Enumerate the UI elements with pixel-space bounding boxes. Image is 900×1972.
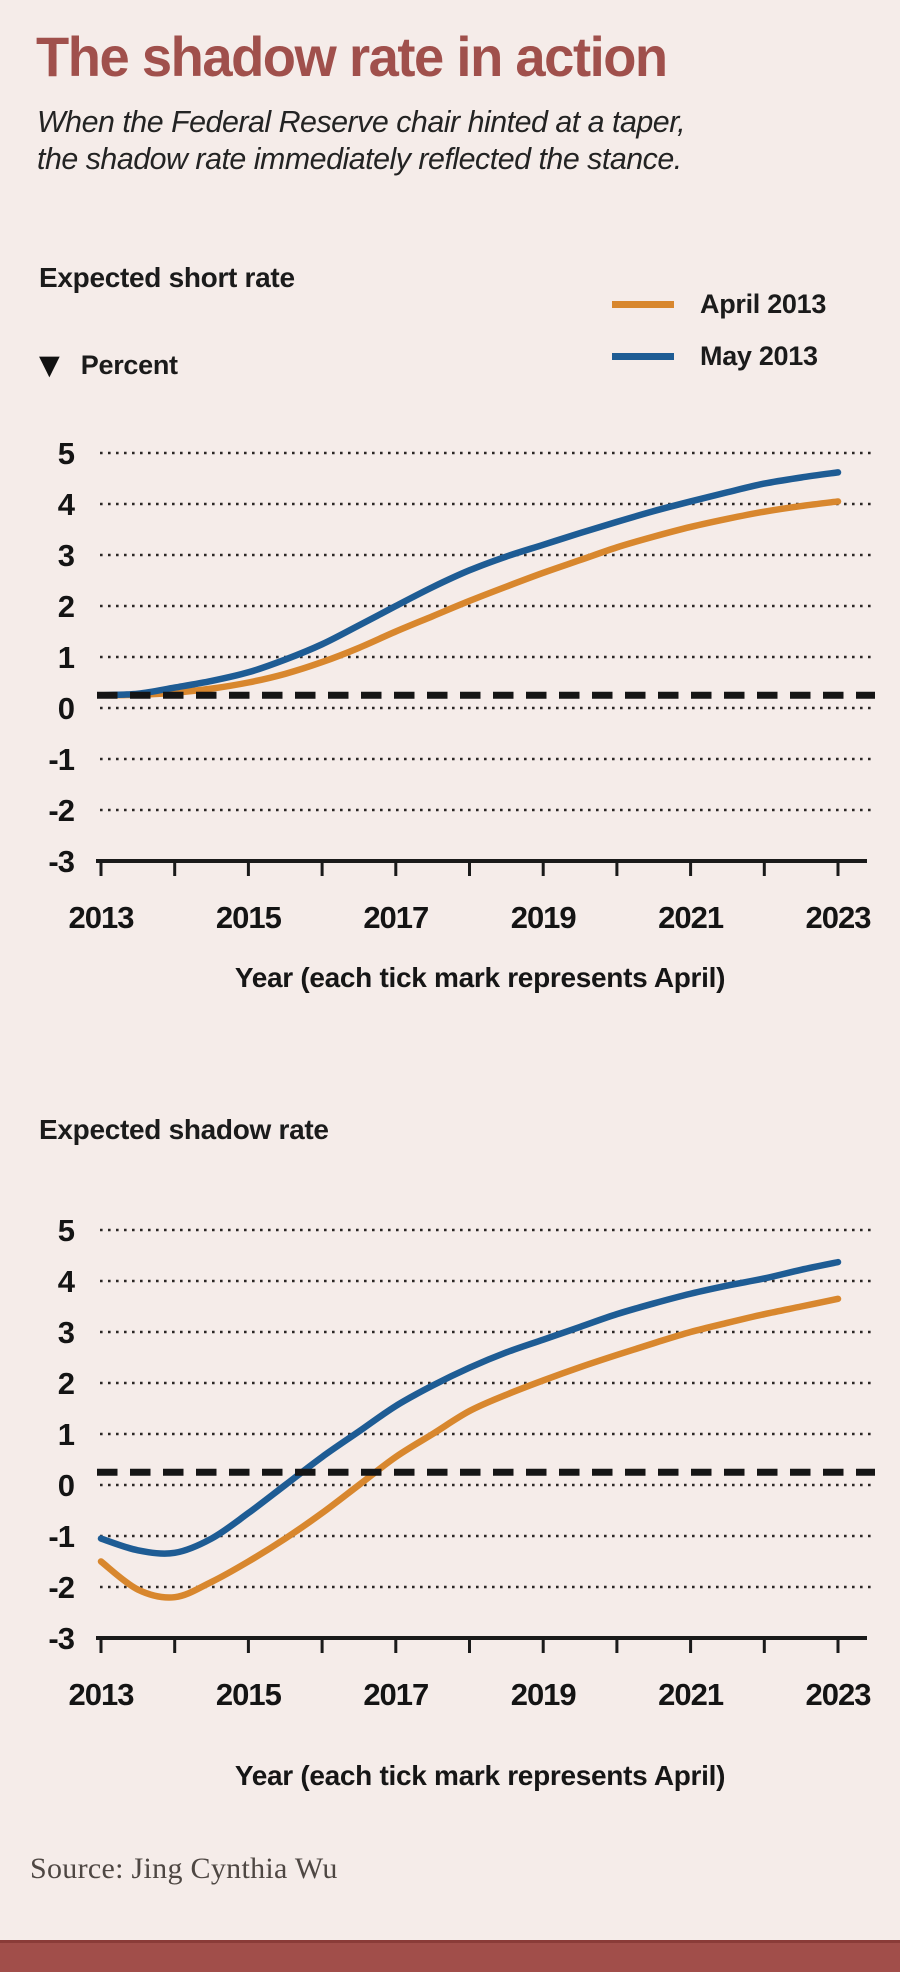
x-axis-labels: 2013 2015 2017 2019 2021 2023 bbox=[69, 1677, 873, 1712]
subtitle-line-1: When the Federal Reserve chair hinted at… bbox=[37, 104, 686, 139]
svg-text:2019: 2019 bbox=[511, 1677, 577, 1712]
legend-item-april-2013: April 2013 bbox=[612, 289, 826, 319]
page-subtitle: When the Federal Reserve chair hinted at… bbox=[37, 103, 686, 177]
y-axis-labels: 5 4 3 2 1 0 -1 -2 -3 bbox=[48, 1213, 76, 1656]
svg-text:2023: 2023 bbox=[806, 1677, 872, 1712]
may-2013-line bbox=[97, 1258, 842, 1557]
y-axis-labels: 5 4 3 2 1 0 -1 -2 -3 bbox=[48, 436, 76, 879]
svg-text:3: 3 bbox=[58, 538, 75, 573]
svg-text:2021: 2021 bbox=[658, 900, 724, 935]
svg-text:-1: -1 bbox=[48, 742, 74, 777]
svg-text:2: 2 bbox=[58, 589, 74, 624]
legend-label: May 2013 bbox=[700, 340, 818, 371]
svg-text:0: 0 bbox=[58, 691, 74, 726]
may-2013-line bbox=[97, 469, 842, 699]
svg-text:2021: 2021 bbox=[658, 1677, 724, 1712]
svg-text:-1: -1 bbox=[48, 1519, 74, 1554]
april-2013-line bbox=[97, 1295, 842, 1601]
svg-text:2017: 2017 bbox=[363, 900, 428, 935]
shadow-rate-chart: 5 4 3 2 1 0 -1 -2 -3 2013 2015 2017 2019 2021 2023 bbox=[48, 1213, 875, 1712]
down-triangle-icon: ▼ bbox=[39, 350, 60, 381]
svg-text:2015: 2015 bbox=[216, 900, 282, 935]
short-rate-chart: 5 4 3 2 1 0 -1 -2 -3 2013 2015 2017 2019 2021 2023 bbox=[48, 436, 875, 935]
may-2013-swatch bbox=[612, 352, 674, 360]
legend-item-may-2013: May 2013 bbox=[612, 341, 826, 371]
svg-text:2013: 2013 bbox=[69, 900, 135, 935]
svg-text:4: 4 bbox=[58, 1264, 76, 1299]
svg-text:-2: -2 bbox=[48, 1570, 74, 1605]
source-credit: Source: Jing Cynthia Wu bbox=[30, 1852, 338, 1885]
subtitle-line-2: the shadow rate immediately reflected th… bbox=[37, 141, 682, 176]
y-axis-unit-label: Percent bbox=[80, 350, 178, 380]
svg-text:2019: 2019 bbox=[511, 900, 577, 935]
svg-text:1: 1 bbox=[58, 1417, 75, 1452]
legend: April 2013 May 2013 bbox=[612, 289, 826, 393]
page-title: The shadow rate in action bbox=[36, 25, 668, 88]
svg-text:3: 3 bbox=[58, 1315, 75, 1350]
x-axis bbox=[96, 859, 867, 876]
x-axis-labels: 2013 2015 2017 2019 2021 2023 bbox=[69, 900, 873, 935]
svg-text:-3: -3 bbox=[48, 844, 74, 879]
svg-text:-3: -3 bbox=[48, 1621, 74, 1656]
svg-text:5: 5 bbox=[58, 436, 75, 471]
svg-text:1: 1 bbox=[58, 640, 75, 675]
svg-text:2023: 2023 bbox=[806, 900, 872, 935]
x-axis-caption-short-rate: Year (each tick mark represents April) bbox=[234, 962, 726, 993]
svg-text:2013: 2013 bbox=[69, 1677, 135, 1712]
x-axis bbox=[96, 1636, 867, 1653]
chart-title-shadow-rate: Expected shadow rate bbox=[39, 1114, 329, 1145]
legend-label: April 2013 bbox=[700, 288, 827, 319]
y-gridlines bbox=[100, 451, 872, 812]
svg-text:2: 2 bbox=[58, 1366, 74, 1401]
svg-text:5: 5 bbox=[58, 1213, 75, 1248]
y-axis-unit-marker: ▼ Percent bbox=[39, 350, 178, 381]
svg-text:4: 4 bbox=[58, 487, 76, 522]
x-axis-caption-shadow-rate: Year (each tick mark represents April) bbox=[234, 1760, 726, 1791]
april-2013-swatch bbox=[612, 300, 674, 308]
footer-bar bbox=[0, 1940, 900, 1972]
april-2013-line bbox=[97, 498, 842, 699]
svg-text:2017: 2017 bbox=[363, 1677, 428, 1712]
svg-text:0: 0 bbox=[58, 1468, 74, 1503]
chart-title-short-rate: Expected short rate bbox=[39, 262, 295, 293]
y-gridlines bbox=[100, 1228, 872, 1589]
svg-text:-2: -2 bbox=[48, 793, 74, 828]
svg-text:2015: 2015 bbox=[216, 1677, 282, 1712]
